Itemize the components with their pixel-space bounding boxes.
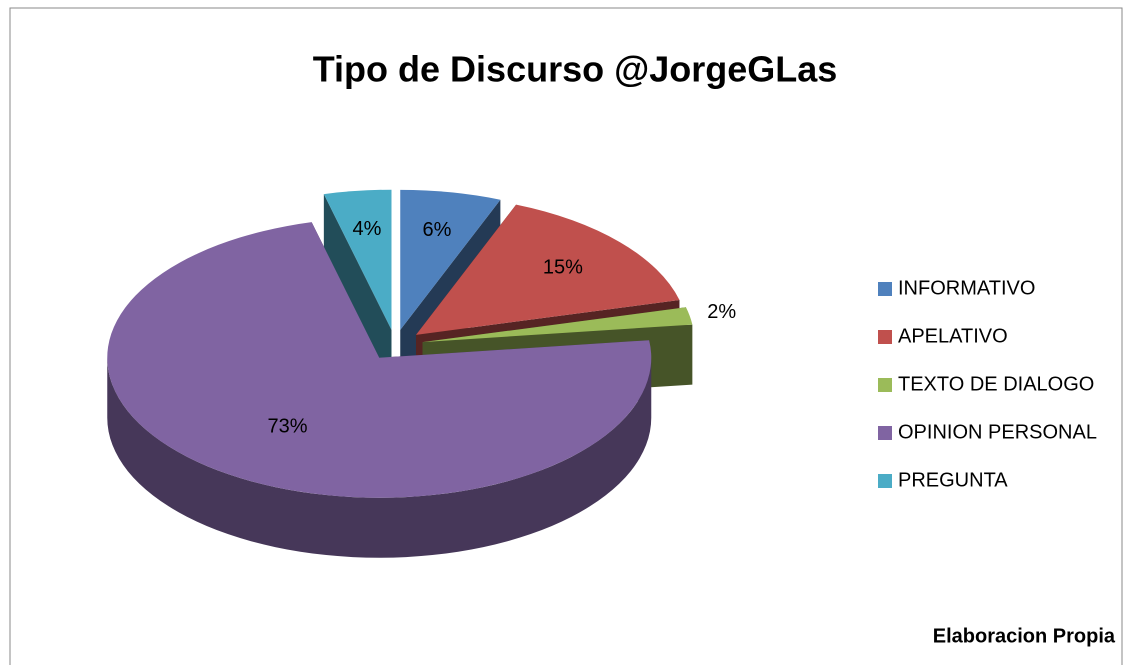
legend-swatch — [878, 282, 892, 296]
slice — [416, 204, 680, 335]
legend-swatch — [878, 426, 892, 440]
legend-swatch — [878, 474, 892, 488]
chart-title: Tipo de Discurso @JorgeGLas — [313, 49, 838, 90]
data-label: 2% — [707, 301, 736, 323]
data-label: 4% — [352, 218, 381, 240]
slice — [422, 307, 693, 343]
slice-side — [107, 357, 652, 558]
legend-label: PREGUNTA — [898, 469, 1008, 491]
data-label: 73% — [268, 415, 308, 437]
legend-label: APELATIVO — [898, 325, 1008, 347]
legend-label: OPINION PERSONAL — [898, 421, 1097, 443]
legend-swatch — [878, 330, 892, 344]
legend-swatch — [878, 378, 892, 392]
annotation: Elaboracion Propia — [933, 625, 1116, 647]
data-label: 6% — [422, 219, 451, 241]
slice-side — [323, 194, 392, 390]
legend-label: TEXTO DE DIALOGO — [898, 373, 1094, 395]
data-label: 15% — [543, 256, 583, 278]
legend-label: INFORMATIVO — [898, 277, 1035, 299]
slice — [400, 189, 501, 330]
slice — [107, 222, 652, 498]
slice — [323, 189, 392, 330]
